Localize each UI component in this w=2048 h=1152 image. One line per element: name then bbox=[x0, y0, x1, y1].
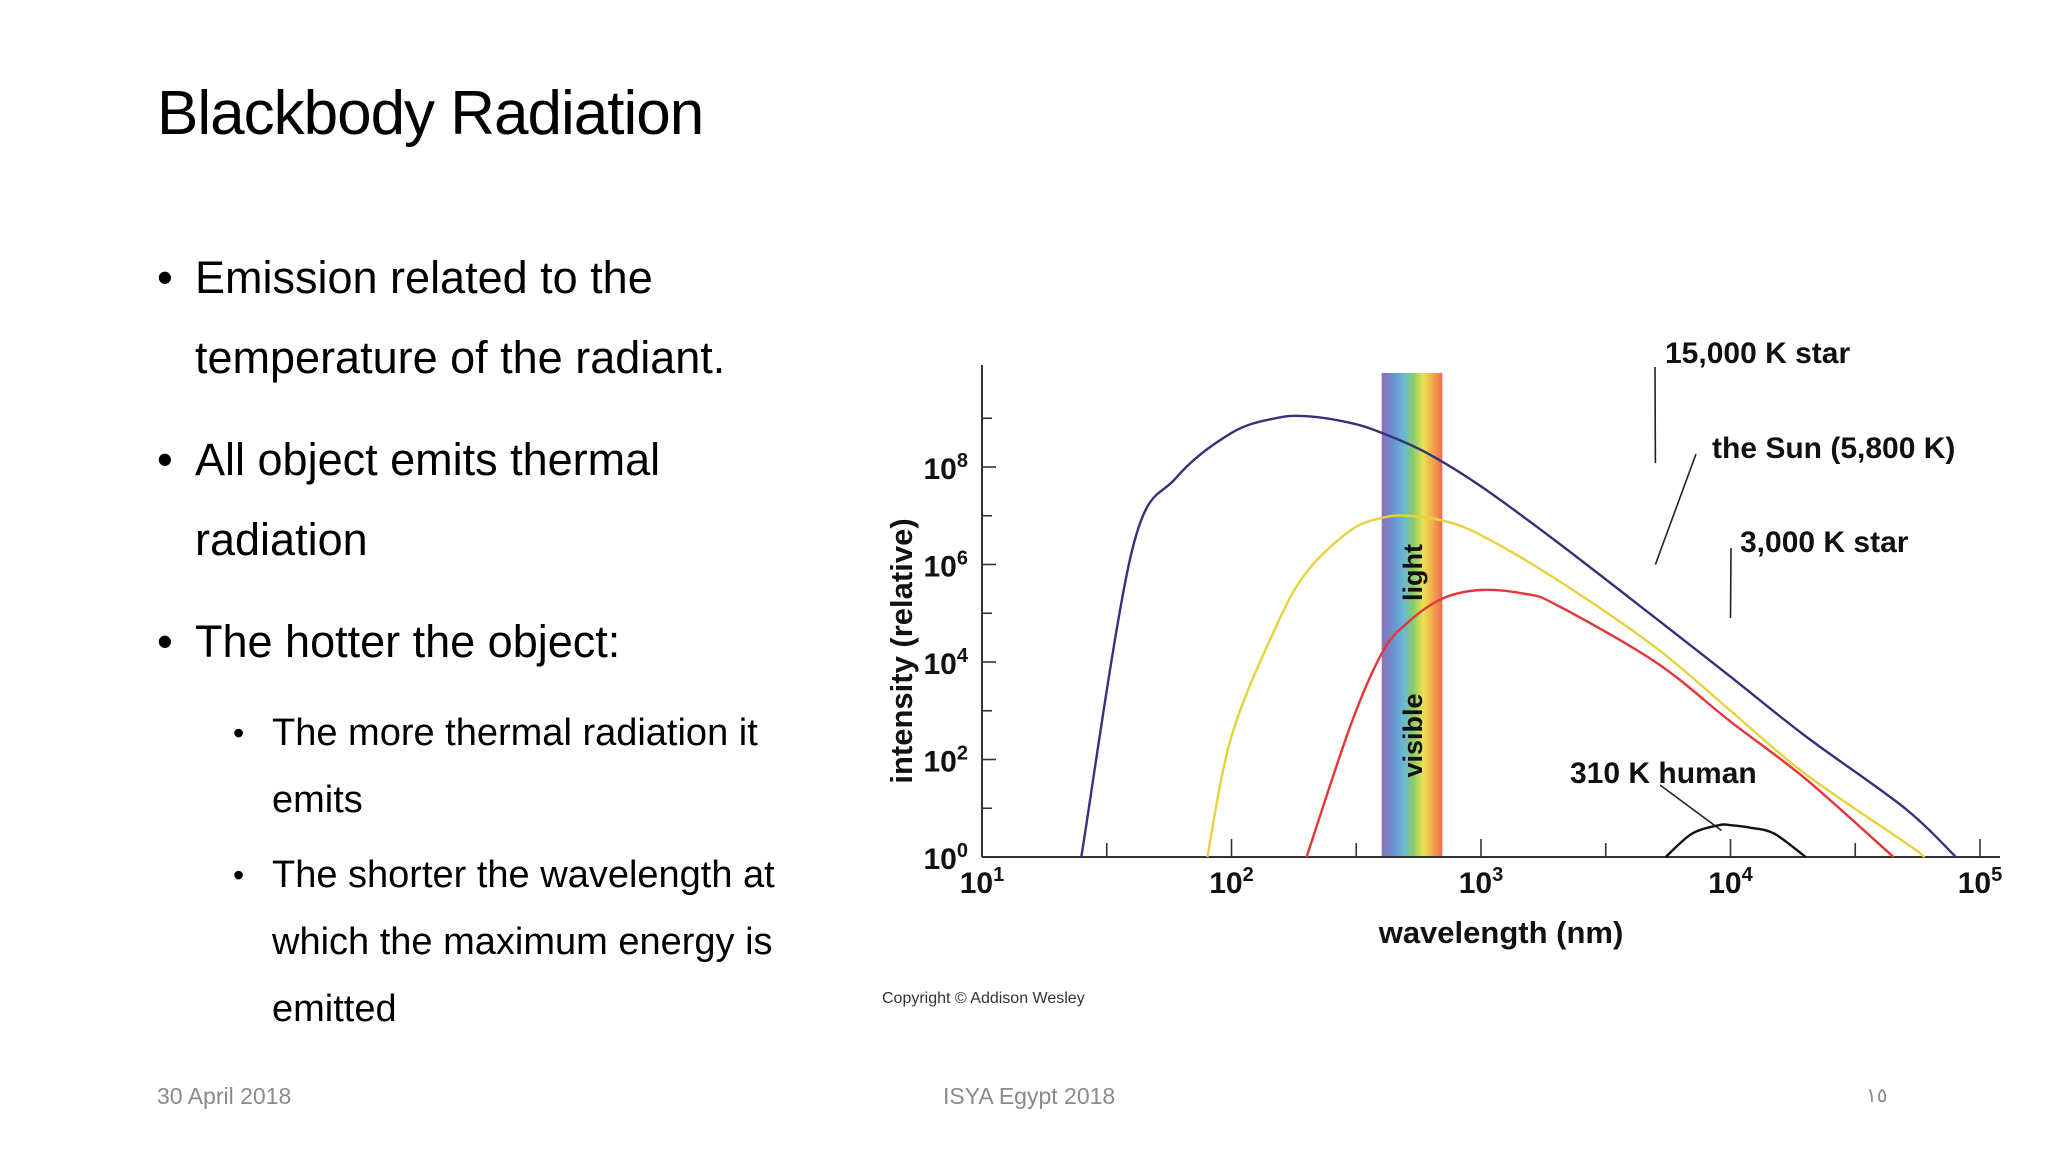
y-tick-label: 108 bbox=[924, 450, 969, 486]
band-label-visible: visible bbox=[1398, 693, 1428, 777]
bullet-list: • Emission related to the temperature of… bbox=[157, 238, 817, 1051]
x-tick-label: 104 bbox=[1708, 864, 1753, 900]
curve-human bbox=[1664, 823, 1807, 858]
annotation-label-sun: the Sun (5,800 K) bbox=[1712, 432, 1955, 465]
bullet-dot: • bbox=[157, 434, 173, 485]
sub-bullet-item: • The more thermal radiation it emits bbox=[157, 700, 817, 834]
blackbody-chart: 100 102 104 106 108 101 102 103 104 105 wavelength… bbox=[882, 337, 2003, 1007]
footer-page-number: ١٥ bbox=[1866, 1085, 1888, 1107]
sub-bullet-text: The shorter the wavelength at which the … bbox=[272, 854, 775, 1030]
bullet-dot: • bbox=[157, 616, 173, 667]
chart-copyright: Copyright © Addison Wesley bbox=[882, 990, 1085, 1007]
slide-title: Blackbody Radiation bbox=[157, 79, 704, 148]
sub-bullet-text: The more thermal radiation it emits bbox=[272, 712, 758, 821]
x-tick-label: 101 bbox=[960, 864, 1005, 900]
annotation-leader-sun bbox=[1654, 453, 1697, 565]
annotation-label-human: 310 K human bbox=[1570, 757, 1757, 790]
y-tick-label: 100 bbox=[924, 840, 969, 876]
annotation-leader-human bbox=[1659, 784, 1722, 832]
sub-bullet-dot: • bbox=[233, 857, 245, 893]
bullet-dot: • bbox=[157, 252, 173, 303]
bullet-text: All object emits thermal radiation bbox=[195, 434, 661, 565]
x-tick-label: 103 bbox=[1459, 864, 1504, 900]
bullet-item: • All object emits thermal radiation bbox=[157, 420, 817, 580]
annotation-label-15000k: 15,000 K star bbox=[1665, 337, 1850, 370]
curve-15000k-star bbox=[1080, 414, 1957, 858]
bullet-text: Emission related to the temperature of t… bbox=[195, 252, 726, 383]
curve-sun bbox=[1206, 514, 1926, 858]
y-tick-label: 106 bbox=[924, 548, 969, 584]
sub-bullet-list: • The more thermal radiation it emits • … bbox=[157, 700, 817, 1043]
x-tick-label: 102 bbox=[1209, 864, 1254, 900]
curve-3000k-star bbox=[1305, 588, 1895, 858]
visible-light-band bbox=[1381, 373, 1443, 857]
footer-date: 30 April 2018 bbox=[157, 1083, 292, 1109]
x-axis-label: wavelength (nm) bbox=[1378, 915, 1624, 950]
footer-event: ISYA Egypt 2018 bbox=[943, 1083, 1116, 1109]
annotation-leader-3000k bbox=[1729, 547, 1732, 618]
bullet-text: The hotter the object: bbox=[195, 616, 621, 667]
band-label-light: light bbox=[1398, 544, 1428, 601]
bullet-item: • Emission related to the temperature of… bbox=[157, 238, 817, 398]
y-axis-label: intensity (relative) bbox=[884, 518, 919, 783]
bullet-item: • The hotter the object: bbox=[157, 602, 817, 682]
annotation-label-3000k: 3,000 K star bbox=[1740, 526, 1909, 559]
x-tick-label: 105 bbox=[1958, 864, 2003, 900]
y-tick-label: 104 bbox=[924, 645, 969, 681]
sub-bullet-dot: • bbox=[233, 715, 245, 751]
sub-bullet-item: • The shorter the wavelength at which th… bbox=[157, 842, 817, 1043]
y-tick-label: 102 bbox=[924, 743, 969, 779]
